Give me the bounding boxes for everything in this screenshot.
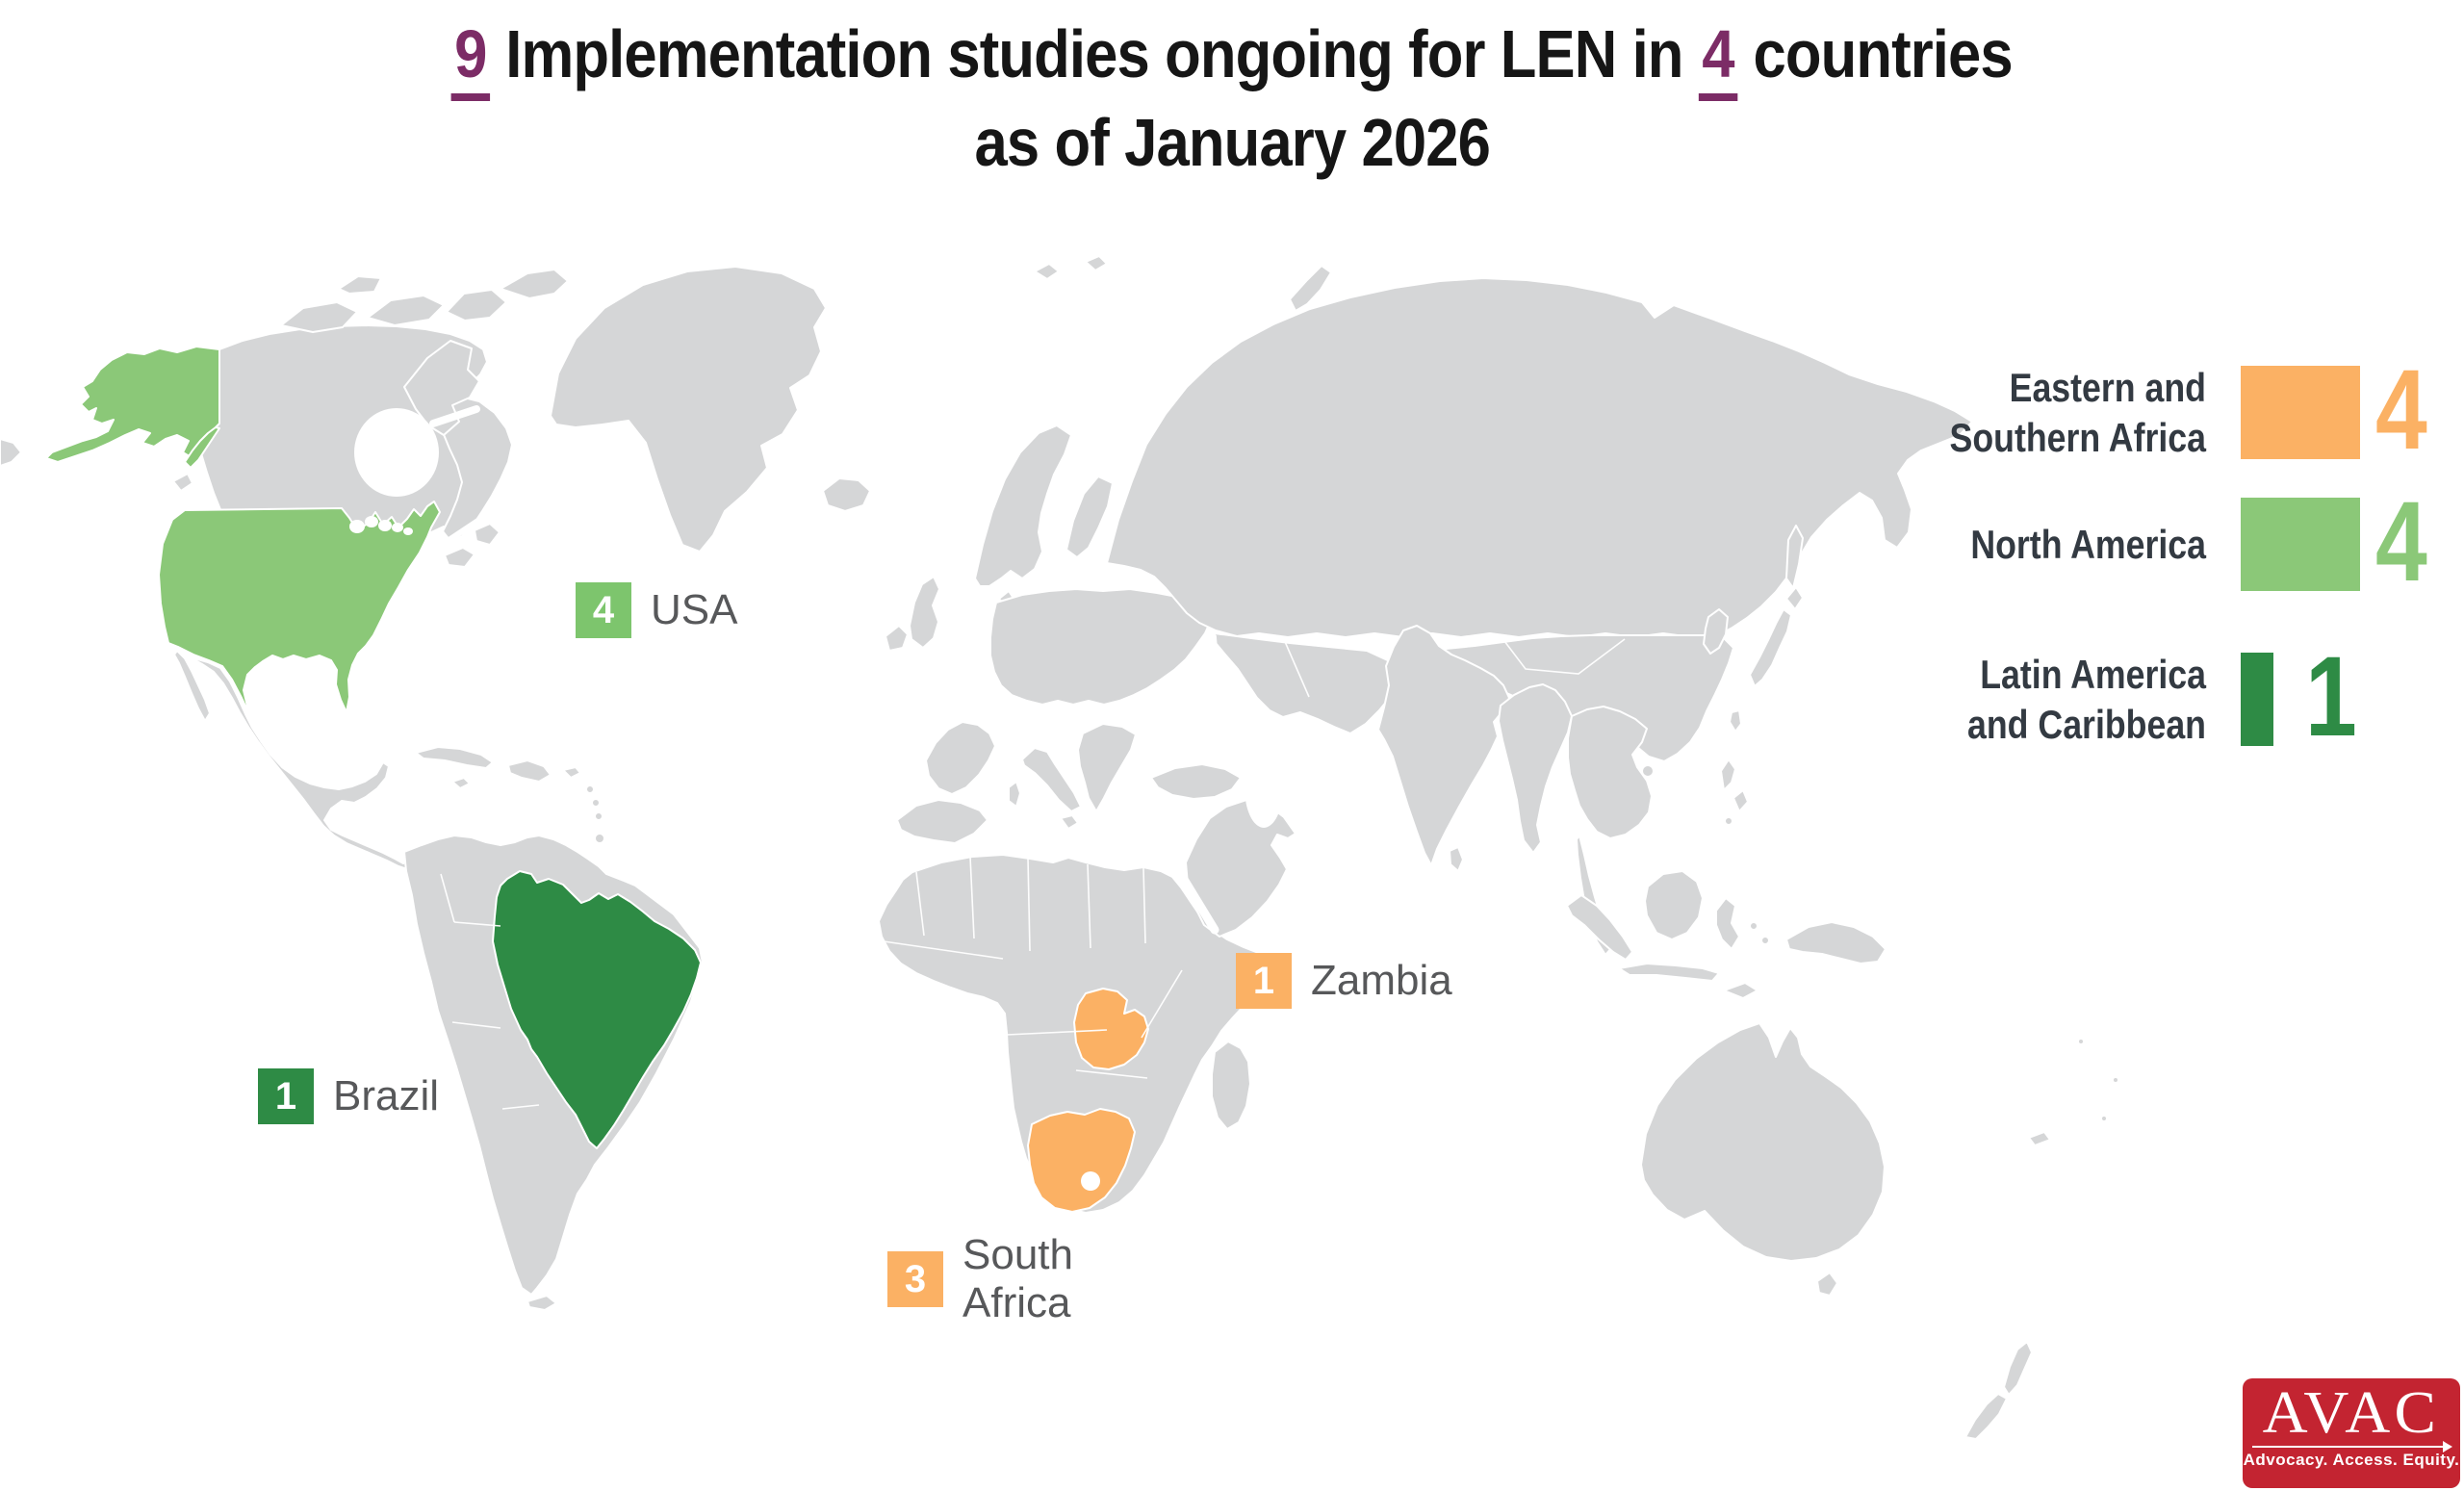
legend-lac-label-line2: and Caribbean: [1967, 701, 2206, 747]
avac-logo-wordmark: AVAC: [2262, 1380, 2441, 1446]
legend-row-lac: Latin America and Caribbean 1: [1761, 640, 2464, 754]
country-brazil: [492, 870, 702, 1149]
usa-label: USA: [651, 586, 738, 633]
legend-row-esa: Eastern and Southern Africa 4: [1761, 353, 2464, 467]
country-alaska: [45, 346, 220, 463]
avac-logo-arrow-icon: [2252, 1441, 2452, 1452]
title-studies-count: 9: [450, 16, 491, 101]
title-text-1: Implementation studies ongoing for LEN i…: [490, 16, 1700, 91]
legend-na-value: 4: [2375, 478, 2427, 605]
legend-esa-swatch: [2241, 366, 2360, 459]
legend-esa-value: 4: [2375, 347, 2427, 474]
label-usa: 4 USA: [576, 582, 737, 638]
zambia-count-badge: 1: [1236, 953, 1292, 1009]
country-south-africa: [1027, 1108, 1136, 1213]
legend-na-label-line1: North America: [1970, 521, 2206, 567]
page-title: 9 Implementation studies ongoing for LEN…: [0, 13, 2464, 183]
brazil-label: Brazil: [333, 1072, 440, 1119]
lesotho-hole: [1081, 1171, 1100, 1191]
country-borders: [350, 634, 1626, 1110]
south-africa-label-line2: Africa: [962, 1279, 1071, 1326]
legend-esa-label-line1: Eastern and: [2009, 364, 2206, 410]
legend-lac-value: 1: [2305, 633, 2357, 760]
country-zambia: [1073, 988, 1149, 1070]
zambia-label: Zambia: [1311, 957, 1452, 1004]
country-usa: [158, 501, 441, 715]
label-zambia: 1 Zambia: [1236, 953, 1452, 1009]
title-text-2: countries: [1737, 16, 2014, 91]
legend-lac-label-line1: Latin America: [1980, 651, 2206, 697]
south-africa-count-badge: 3: [887, 1251, 943, 1307]
legend-esa-label-line2: Southern Africa: [1949, 414, 2206, 460]
avac-logo: AVAC Advocacy. Access. Equity.: [2243, 1378, 2460, 1488]
legend-row-north-america: North America 4: [1761, 485, 2464, 599]
south-africa-label-line1: South: [962, 1231, 1073, 1278]
title-line2: as of January 2026: [974, 105, 1490, 180]
highlighted-countries: [45, 346, 1149, 1213]
title-countries-count: 4: [1699, 16, 1738, 101]
water-bodies: [349, 405, 1283, 935]
legend-lac-swatch: [2241, 653, 2273, 746]
label-brazil: 1 Brazil: [258, 1068, 439, 1124]
brazil-count-badge: 1: [258, 1068, 314, 1124]
label-south-africa: 3 South Africa: [887, 1231, 1073, 1327]
legend-na-swatch: [2241, 498, 2360, 591]
usa-count-badge: 4: [576, 582, 631, 638]
avac-logo-tagline: Advocacy. Access. Equity.: [2243, 1451, 2460, 1469]
